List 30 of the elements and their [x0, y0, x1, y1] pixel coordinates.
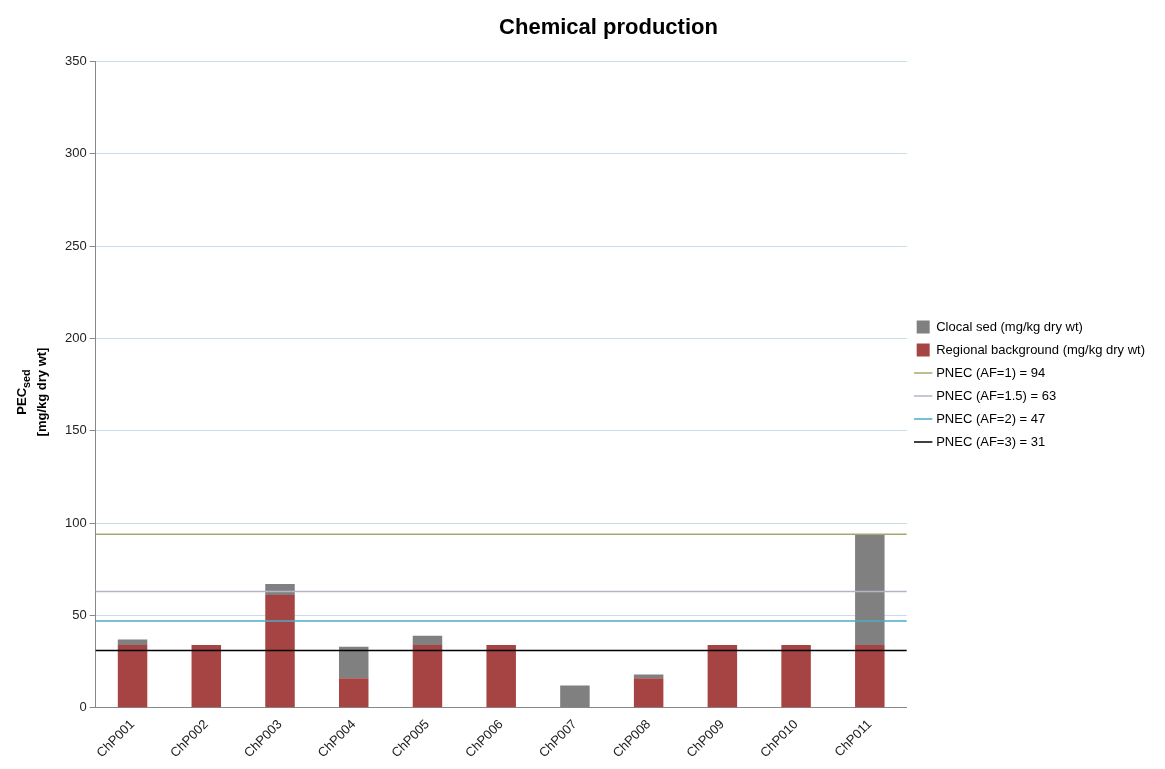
bar	[486, 644, 516, 708]
bar	[412, 644, 443, 708]
bar	[707, 644, 738, 708]
y-tick-label: 300	[64, 145, 87, 161]
y-tick-label: 350	[64, 52, 87, 68]
bar	[855, 534, 885, 645]
bar	[265, 584, 295, 596]
y-tick-label: 100	[64, 514, 87, 530]
legend-label: PNEC (AF=3) = 31	[936, 433, 1046, 449]
bar	[265, 595, 295, 708]
bar	[191, 644, 222, 708]
bar	[338, 646, 369, 679]
legend-label: Regional background (mg/kg dry wt)	[936, 341, 1146, 357]
bar	[117, 644, 148, 708]
legend-label: Clocal sed (mg/kg dry wt)	[936, 318, 1083, 334]
y-tick-label: 0	[79, 699, 87, 715]
legend-label: PNEC (AF=2) = 47	[936, 410, 1046, 426]
bar	[781, 644, 811, 708]
bar	[855, 644, 885, 708]
y-tick-label: 50	[72, 606, 87, 622]
bar	[633, 678, 664, 708]
chart-title: Chemical production	[499, 14, 718, 40]
y-tick-label: 200	[64, 329, 87, 345]
bar	[117, 639, 148, 645]
y-tick-label: 250	[64, 237, 87, 253]
legend-label: PNEC (AF=1.5) = 63	[936, 387, 1057, 403]
legend-label: PNEC (AF=1) = 94	[936, 364, 1046, 380]
y-tick-label: 150	[64, 422, 87, 438]
bar	[412, 635, 443, 645]
bar	[338, 678, 369, 708]
